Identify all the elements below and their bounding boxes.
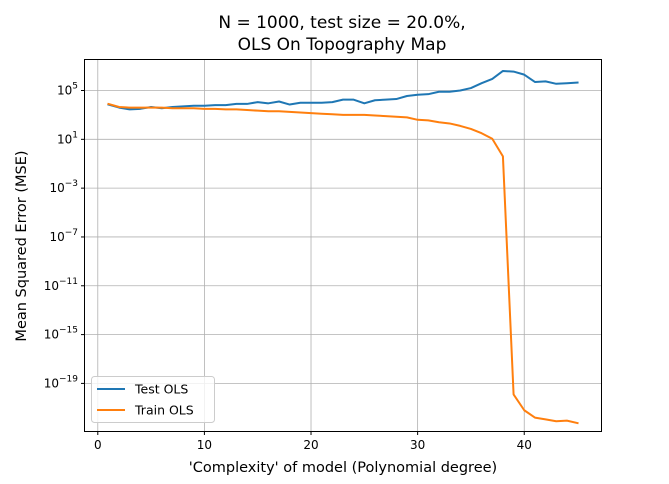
x-tick-label: 10: [197, 438, 212, 452]
x-axis-ticks: 0 10 20 30 40: [94, 431, 532, 452]
chart-title-line-1: N = 1000, test size = 20.0%,: [218, 13, 465, 33]
legend-label-train-ols: Train OLS: [134, 403, 194, 418]
legend-label-test-ols: Test OLS: [134, 382, 188, 397]
x-axis-label: 'Complexity' of model (Polynomial degree…: [189, 460, 497, 476]
legend: Test OLS Train OLS: [91, 376, 215, 423]
plot-frame: [84, 59, 602, 432]
x-tick-label: 40: [517, 438, 532, 452]
series-lines: [107, 69, 579, 425]
series-line-train-ols: [107, 102, 579, 425]
grid-lines: [85, 60, 601, 431]
chart-title-line-2: OLS On Topography Map: [238, 35, 447, 55]
y-axis-label: Mean Squared Error (MSE): [14, 150, 30, 341]
series-line-test-ols: [107, 69, 579, 111]
x-tick-label: 30: [410, 438, 425, 452]
x-tick-label: 20: [303, 438, 318, 452]
x-tick-label: 0: [94, 438, 102, 452]
